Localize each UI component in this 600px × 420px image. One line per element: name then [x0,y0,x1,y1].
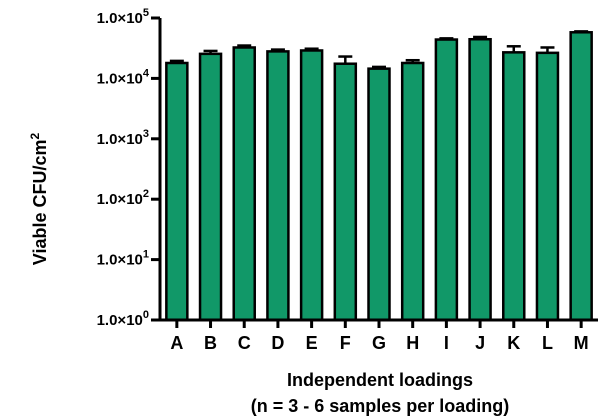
x-tick-label-F: F [340,333,351,353]
bar-E [299,49,324,322]
svg-text:Viable CFU/cm2: Viable CFU/cm2 [28,132,50,265]
bar-F [333,62,358,322]
x-tick-label-E: E [306,333,318,353]
x-tick-label-I: I [444,333,449,353]
bar-B [198,52,223,322]
y-tick-label: 1.0×105 [97,7,149,27]
x-tick-label-J: J [475,333,485,353]
y-axis-title: Viable CFU/cm2 [28,132,50,265]
x-tick-label-H: H [406,333,419,353]
x-axis-title-line2: (n = 3 - 6 samples per loading) [251,396,510,416]
bar-C [232,46,256,322]
bar-H [400,61,425,322]
error-bars-group [169,30,589,69]
bar-K [502,51,526,322]
x-tick-label-A: A [170,333,183,353]
bar-G [367,67,391,322]
x-tick-label-G: G [372,333,386,353]
bars-group [165,31,593,322]
x-tick-label-D: D [271,333,284,353]
y-tick-label: 1.0×101 [97,249,149,269]
x-tick-label-C: C [238,333,251,353]
bar-J [468,37,492,322]
bar-M [569,31,593,322]
x-tick-label-K: K [507,333,520,353]
x-tick-label-B: B [204,333,217,353]
x-tick-label-L: L [542,333,553,353]
bar-L [535,51,560,322]
x-tick-label-M: M [574,333,589,353]
bar-A [165,61,189,322]
y-tick-label: 1.0×104 [97,67,150,87]
x-axis-title-line1: Independent loadings [287,370,473,390]
y-tick-label: 1.0×103 [97,128,149,148]
y-axis-ticks: 1.0×105 1.0×104 1.0×103 1.0×102 1.0×101 1.0×1… [97,7,160,329]
bar-D [266,50,290,322]
bar-I [434,38,459,322]
y-tick-label: 1.0×100 [97,309,149,329]
y-tick-label: 1.0×102 [97,188,149,208]
